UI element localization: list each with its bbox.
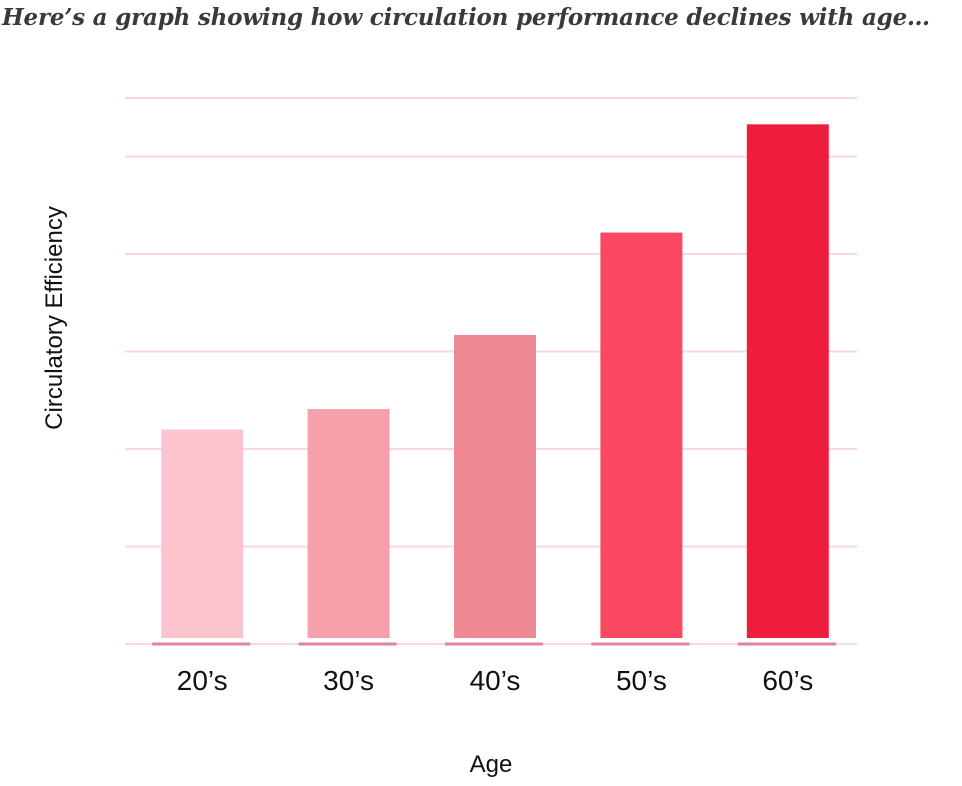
x-tick-labels: 20’s 30’s 40’s 50’s 60’s [177,665,813,696]
x-tick-label-2: 40’s [470,665,521,696]
page-heading: Here’s a graph showing how circulation p… [2,4,930,31]
y-axis-label: Circulatory Efficiency [41,206,68,430]
x-tick-label-0: 20’s [177,665,228,696]
bar-2 [454,334,536,638]
bar-4 [746,124,829,638]
x-tick-label-4: 60’s [762,665,813,696]
x-tick-label-1: 30’s [323,665,374,696]
bar-1 [307,409,390,638]
bars [161,124,829,639]
x-axis-label: Age [470,751,513,778]
bar-3 [600,232,683,639]
bar-0 [161,429,244,638]
x-tick-label-3: 50’s [616,665,667,696]
